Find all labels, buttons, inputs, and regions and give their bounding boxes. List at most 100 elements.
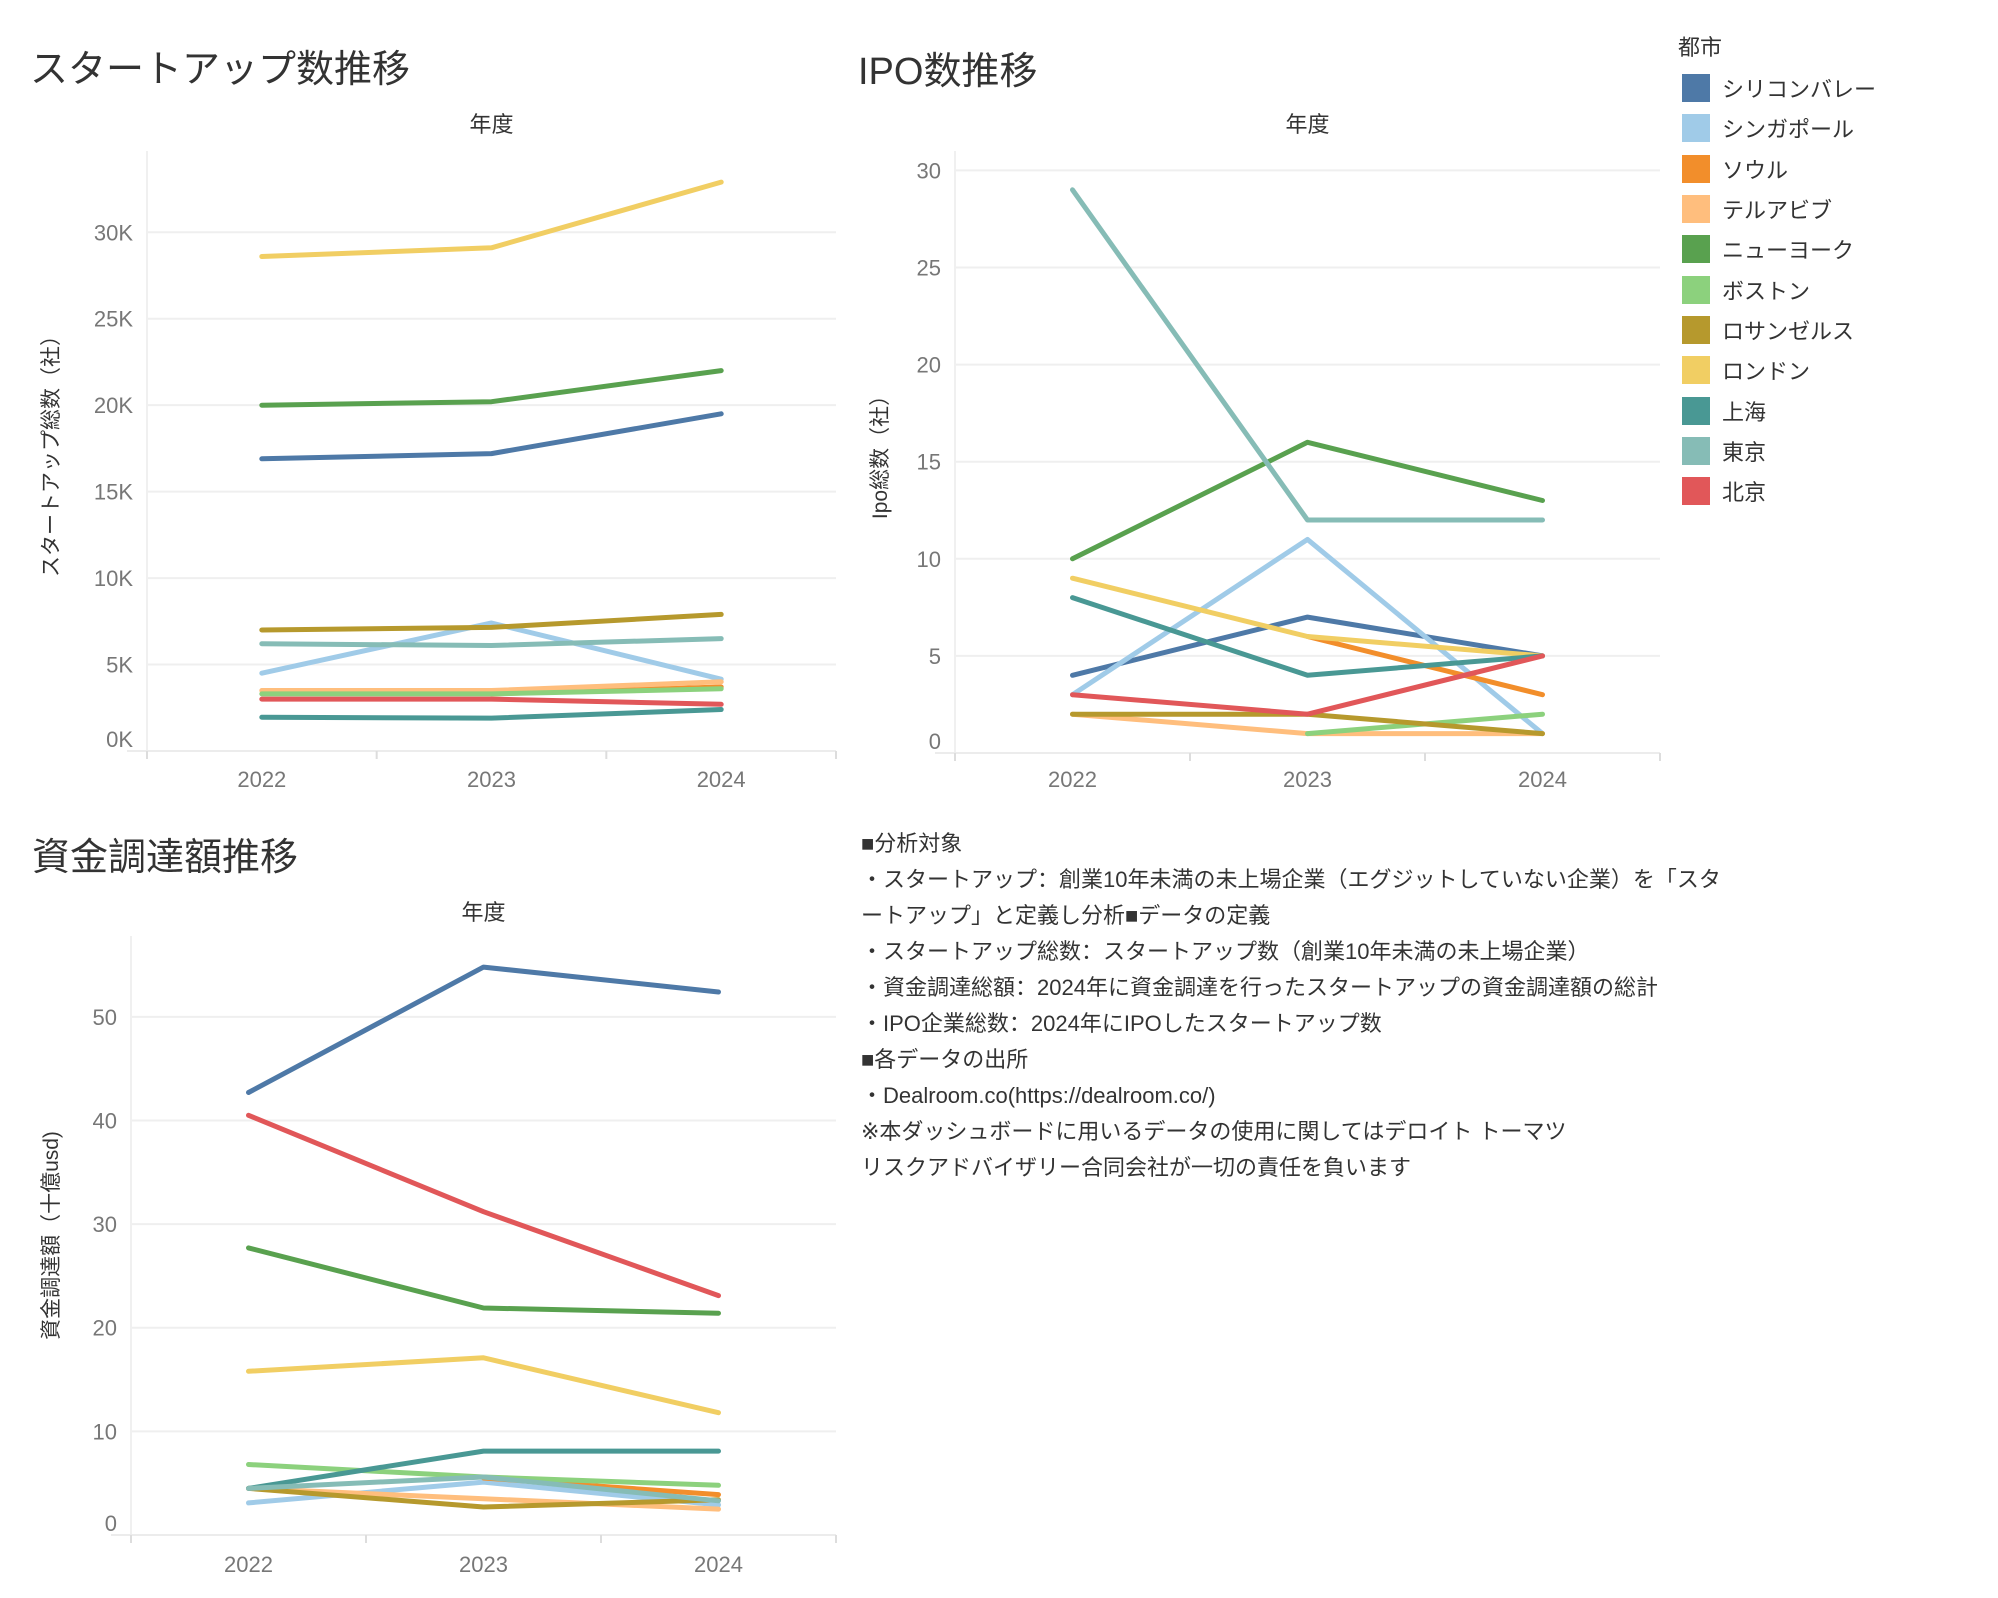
series-line-ロンドン bbox=[1070, 575, 1545, 659]
note-line: ・IPO企業総数：2024年にIPOしたスタートアップ数 bbox=[861, 1011, 1382, 1036]
series-line-ロンドン bbox=[259, 179, 724, 259]
legend-label: 上海 bbox=[1722, 399, 1767, 425]
funding-chart-title: 資金調達額推移 bbox=[32, 837, 299, 879]
series-line-上海 bbox=[1070, 595, 1545, 678]
y-tick-label: 20 bbox=[93, 1316, 117, 1341]
legend-item[interactable]: シリコンバレー bbox=[1678, 68, 1876, 108]
note-line: ※本ダッシュボードに用いるデータの使用に関してはデロイト トーマツ bbox=[861, 1119, 1567, 1144]
y-tick-label: 30K bbox=[94, 220, 133, 245]
legend-swatch bbox=[1682, 275, 1710, 304]
series-line-ボストン bbox=[259, 686, 724, 697]
legend-swatch bbox=[1682, 114, 1710, 143]
legend-swatch bbox=[1682, 477, 1710, 506]
series-line-北京 bbox=[246, 1112, 721, 1299]
y-tick-label: 30 bbox=[917, 158, 941, 183]
y-tick-label: 10 bbox=[93, 1419, 117, 1444]
y-tick-label: 20K bbox=[94, 393, 133, 418]
y-tick-label: 0K bbox=[106, 727, 133, 752]
x-tick-label: 2022 bbox=[1048, 767, 1097, 792]
legend-swatch bbox=[1682, 195, 1710, 224]
legend-item[interactable]: シンガポール bbox=[1678, 108, 1876, 148]
x-tick-label: 2022 bbox=[237, 767, 286, 792]
series-line-シリコンバレー bbox=[259, 411, 724, 462]
legend-item[interactable]: ニューヨーク bbox=[1678, 229, 1876, 269]
series-line-北京 bbox=[1070, 653, 1545, 717]
legend-label: ニューヨーク bbox=[1722, 238, 1855, 264]
legend-item[interactable]: ボストン bbox=[1678, 269, 1876, 309]
series-line-ロンドン bbox=[246, 1355, 721, 1416]
legend-label: 東京 bbox=[1722, 439, 1767, 465]
series-line-上海 bbox=[246, 1448, 721, 1491]
y-tick-label: 50 bbox=[93, 1005, 117, 1030]
legend-item[interactable]: 上海 bbox=[1678, 390, 1876, 430]
y-tick-label: 0 bbox=[929, 729, 941, 754]
series-line-シリコンバレー bbox=[1070, 614, 1545, 678]
y-tick-label: 10 bbox=[917, 547, 941, 572]
x-axis-title: 年度 bbox=[1285, 112, 1329, 137]
legend-item[interactable]: ソウル bbox=[1678, 149, 1876, 189]
y-tick-label: 5 bbox=[929, 644, 941, 669]
ipo-chart-title: IPO数推移 bbox=[858, 51, 1038, 93]
legend-label: ロサンゼルス bbox=[1722, 318, 1855, 344]
y-tick-label: 15 bbox=[917, 450, 941, 475]
y-tick-label: 25K bbox=[94, 307, 133, 332]
startup-chart-title: スタートアップ数推移 bbox=[30, 49, 411, 91]
x-tick-label: 2023 bbox=[467, 767, 516, 792]
legend-label: ロンドン bbox=[1722, 359, 1811, 385]
legend-swatch bbox=[1682, 315, 1710, 344]
y-tick-label: 20 bbox=[917, 353, 941, 378]
legend-swatch bbox=[1682, 74, 1710, 103]
y-tick-label: 5K bbox=[106, 653, 133, 678]
legend-title: 都市 bbox=[1678, 35, 1723, 60]
y-tick-label: 25 bbox=[917, 256, 941, 281]
y-tick-label: 30 bbox=[93, 1212, 117, 1237]
y-tick-label: 10K bbox=[94, 566, 133, 591]
series-line-東京 bbox=[1070, 187, 1545, 523]
y-tick-label: 0 bbox=[105, 1511, 117, 1536]
legend-swatch bbox=[1682, 436, 1710, 465]
legend-item[interactable]: 北京 bbox=[1678, 471, 1876, 511]
x-tick-label: 2024 bbox=[694, 1552, 743, 1577]
note-line: ・スタートアップ：創業10年未満の未上場企業（エグジットしていない企業）を「スタ bbox=[861, 867, 1721, 892]
series-line-東京 bbox=[259, 636, 724, 648]
y-tick-label: 15K bbox=[94, 480, 133, 505]
x-tick-label: 2022 bbox=[224, 1552, 273, 1577]
y-axis-title: スタートアップ総数（社） bbox=[40, 325, 63, 577]
notes-panel: ■分析対象・スタートアップ：創業10年未満の未上場企業（エグジットしていない企業… bbox=[861, 826, 1721, 1186]
x-tick-label: 2023 bbox=[1283, 767, 1332, 792]
legend-label: 北京 bbox=[1722, 480, 1767, 506]
series-line-ニューヨーク bbox=[1070, 439, 1545, 562]
note-line: ・スタートアップ総数：スタートアップ数（創業10年未満の未上場企業） bbox=[861, 939, 1590, 964]
legend-label: シリコンバレー bbox=[1722, 77, 1877, 103]
y-axis-title: 資金調達額（十億usd) bbox=[40, 1131, 63, 1340]
series-line-ニューヨーク bbox=[259, 368, 724, 408]
note-line: ■各データの出所 bbox=[861, 1047, 1029, 1072]
x-tick-label: 2024 bbox=[1518, 767, 1567, 792]
x-axis-title: 年度 bbox=[469, 112, 513, 137]
series-line-テルアビブ bbox=[246, 1485, 721, 1512]
series-line-テルアビブ bbox=[259, 679, 724, 693]
x-tick-label: 2024 bbox=[697, 767, 746, 792]
note-line: ートアップ」と定義し分析■データの定義 bbox=[861, 903, 1271, 928]
legend-swatch bbox=[1682, 396, 1710, 425]
note-line: ・資金調達総額：2024年に資金調達を行ったスタートアップの資金調達額の総計 bbox=[861, 975, 1658, 1000]
series-line-上海 bbox=[259, 707, 724, 721]
legend-item[interactable]: 東京 bbox=[1678, 431, 1876, 471]
series-line-シンガポール bbox=[1070, 536, 1545, 737]
series-line-ロサンゼルス bbox=[259, 611, 724, 633]
legend-label: ソウル bbox=[1722, 157, 1789, 183]
note-line: ■分析対象 bbox=[861, 831, 963, 856]
legend-item[interactable]: ロンドン bbox=[1678, 350, 1876, 390]
legend-item[interactable]: テルアビブ bbox=[1678, 189, 1876, 229]
series-line-シンガポール bbox=[259, 620, 724, 682]
x-tick-label: 2023 bbox=[459, 1552, 508, 1577]
legend-label: テルアビブ bbox=[1722, 198, 1833, 224]
series-line-北京 bbox=[259, 696, 724, 707]
city-legend: 都市 シリコンバレーシンガポールソウルテルアビブニューヨークボストンロサンゼルス… bbox=[1678, 30, 1876, 511]
legend-item[interactable]: ロサンゼルス bbox=[1678, 310, 1876, 350]
series-line-ニューヨーク bbox=[246, 1245, 721, 1316]
note-line: ・Dealroom.co(https://dealroom.co/) bbox=[861, 1083, 1216, 1108]
